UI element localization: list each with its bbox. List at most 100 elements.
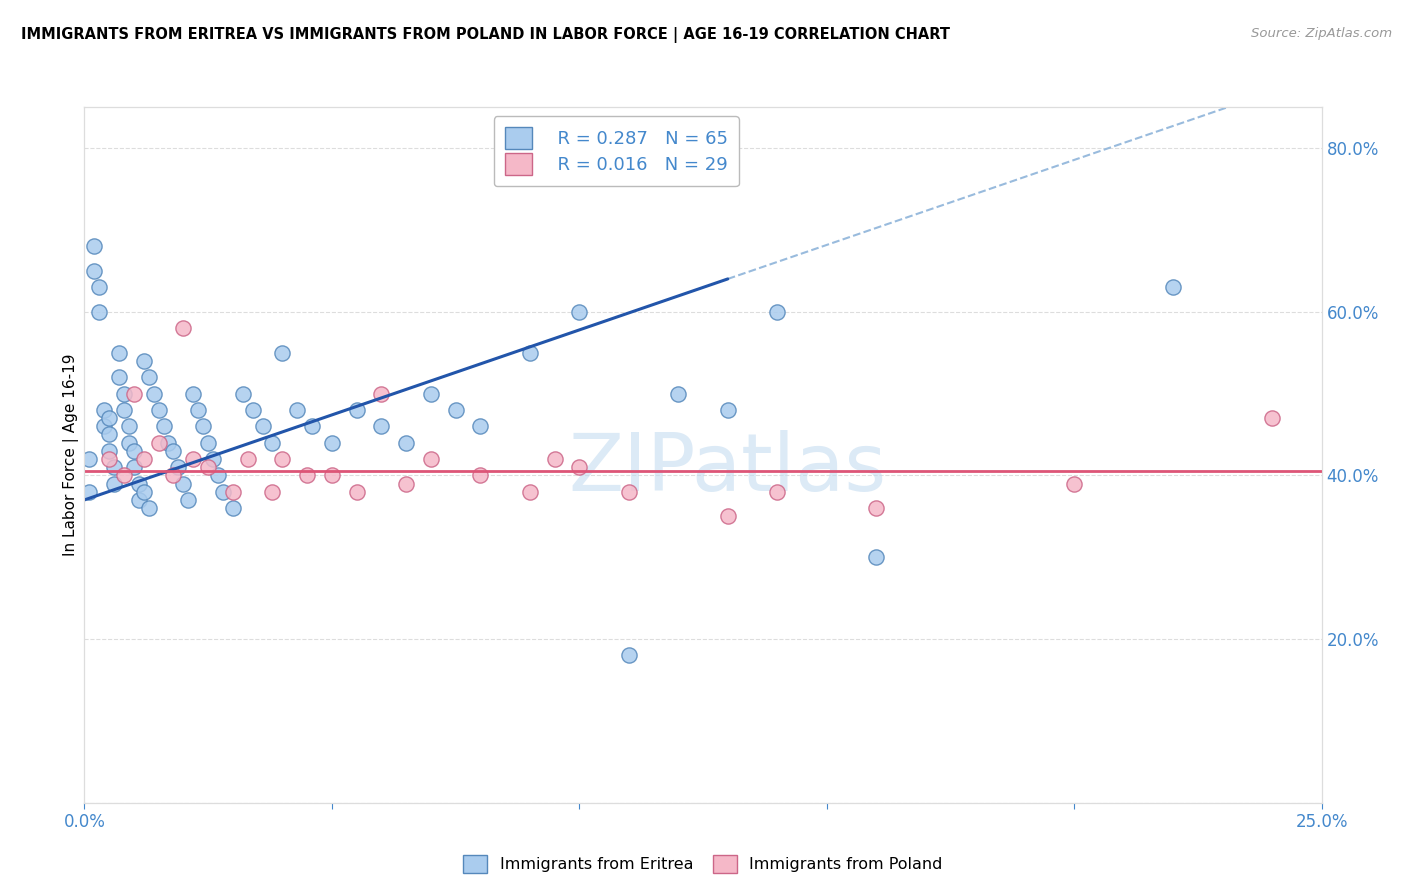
Point — [181, 452, 204, 467]
Point — [242, 403, 264, 417]
Point — [717, 509, 740, 524]
Point — [543, 452, 565, 467]
Point — [79, 452, 101, 467]
Point — [108, 370, 131, 384]
Legend: Immigrants from Eritrea, Immigrants from Poland: Immigrants from Eritrea, Immigrants from… — [457, 848, 949, 880]
Point — [172, 321, 194, 335]
Point — [79, 484, 101, 499]
Point — [162, 443, 184, 458]
Point — [162, 468, 184, 483]
Point — [103, 460, 125, 475]
Point — [172, 476, 194, 491]
Point — [98, 452, 121, 467]
Point — [470, 419, 492, 434]
Point — [419, 452, 441, 467]
Point — [89, 304, 111, 318]
Point — [236, 452, 259, 467]
Point — [138, 370, 160, 384]
Point — [152, 419, 174, 434]
Point — [617, 484, 640, 499]
Point — [118, 419, 141, 434]
Point — [470, 468, 492, 483]
Point — [1261, 411, 1284, 425]
Point — [395, 435, 418, 450]
Point — [262, 435, 284, 450]
Point — [89, 280, 111, 294]
Point — [112, 403, 135, 417]
Point — [142, 386, 165, 401]
Point — [132, 353, 155, 368]
Point — [167, 460, 190, 475]
Point — [157, 435, 180, 450]
Point — [197, 435, 219, 450]
Point — [132, 484, 155, 499]
Point — [717, 403, 740, 417]
Point — [271, 345, 294, 359]
Point — [128, 492, 150, 507]
Point — [617, 648, 640, 663]
Point — [519, 345, 541, 359]
Point — [766, 484, 789, 499]
Point — [1063, 476, 1085, 491]
Point — [128, 476, 150, 491]
Point — [148, 403, 170, 417]
Point — [301, 419, 323, 434]
Point — [212, 484, 235, 499]
Point — [1161, 280, 1184, 294]
Point — [262, 484, 284, 499]
Point — [232, 386, 254, 401]
Point — [83, 239, 105, 253]
Point — [568, 460, 591, 475]
Point — [321, 435, 343, 450]
Point — [321, 468, 343, 483]
Point — [197, 460, 219, 475]
Point — [108, 345, 131, 359]
Point — [395, 476, 418, 491]
Point — [252, 419, 274, 434]
Point — [419, 386, 441, 401]
Point — [285, 403, 308, 417]
Point — [177, 492, 200, 507]
Point — [346, 484, 368, 499]
Point — [222, 501, 245, 516]
Point — [118, 435, 141, 450]
Point — [181, 386, 204, 401]
Point — [444, 403, 467, 417]
Point — [865, 550, 887, 565]
Legend:   R = 0.287   N = 65,   R = 0.016   N = 29: R = 0.287 N = 65, R = 0.016 N = 29 — [494, 116, 740, 186]
Point — [98, 427, 121, 442]
Point — [370, 419, 392, 434]
Point — [103, 476, 125, 491]
Y-axis label: In Labor Force | Age 16-19: In Labor Force | Age 16-19 — [63, 353, 79, 557]
Point — [346, 403, 368, 417]
Point — [93, 419, 115, 434]
Point — [187, 403, 209, 417]
Point — [132, 452, 155, 467]
Point — [112, 386, 135, 401]
Point — [98, 411, 121, 425]
Text: Source: ZipAtlas.com: Source: ZipAtlas.com — [1251, 27, 1392, 40]
Point — [98, 443, 121, 458]
Point — [666, 386, 689, 401]
Point — [112, 468, 135, 483]
Point — [370, 386, 392, 401]
Point — [138, 501, 160, 516]
Point — [191, 419, 214, 434]
Point — [271, 452, 294, 467]
Point — [202, 452, 225, 467]
Point — [222, 484, 245, 499]
Point — [122, 386, 145, 401]
Point — [93, 403, 115, 417]
Point — [519, 484, 541, 499]
Text: ZIPatlas: ZIPatlas — [568, 430, 887, 508]
Point — [865, 501, 887, 516]
Point — [122, 443, 145, 458]
Point — [148, 435, 170, 450]
Point — [295, 468, 318, 483]
Point — [207, 468, 229, 483]
Point — [568, 304, 591, 318]
Point — [83, 264, 105, 278]
Text: IMMIGRANTS FROM ERITREA VS IMMIGRANTS FROM POLAND IN LABOR FORCE | AGE 16-19 COR: IMMIGRANTS FROM ERITREA VS IMMIGRANTS FR… — [21, 27, 950, 43]
Point — [766, 304, 789, 318]
Point — [122, 460, 145, 475]
